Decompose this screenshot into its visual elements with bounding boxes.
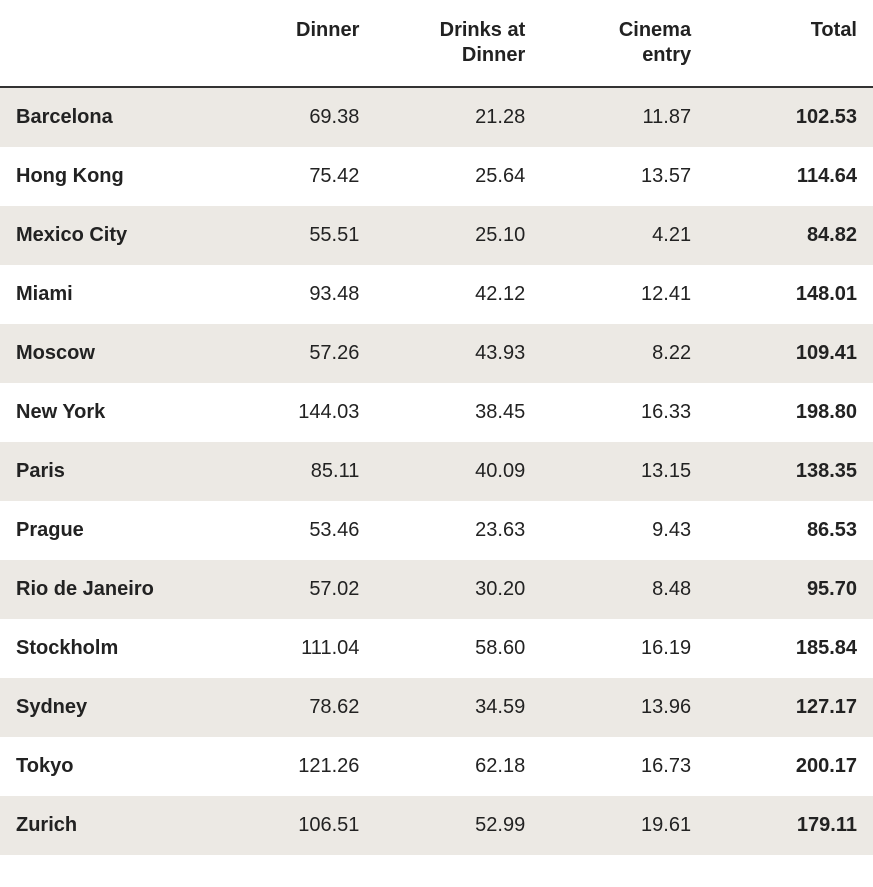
cell-total: 86.53: [707, 501, 873, 560]
cell-drinks: 34.59: [375, 678, 541, 737]
col-header-total: Total: [707, 0, 873, 87]
cell-city: Zurich: [0, 796, 210, 855]
cell-dinner: 57.02: [210, 560, 376, 619]
cell-drinks: 25.64: [375, 147, 541, 206]
cell-dinner: 69.38: [210, 87, 376, 147]
cell-total: 84.82: [707, 206, 873, 265]
cell-drinks: 52.99: [375, 796, 541, 855]
cell-dinner: 78.62: [210, 678, 376, 737]
cell-dinner: 121.26: [210, 737, 376, 796]
table-row: Sydney78.6234.5913.96127.17: [0, 678, 873, 737]
cell-city: Moscow: [0, 324, 210, 383]
cell-cinema: 8.48: [541, 560, 707, 619]
cell-total: 185.84: [707, 619, 873, 678]
cell-total: 95.70: [707, 560, 873, 619]
cell-drinks: 25.10: [375, 206, 541, 265]
city-cost-table: Dinner Drinks atDinner Cinemaentry Total…: [0, 0, 873, 855]
cell-cinema: 16.19: [541, 619, 707, 678]
table-row: Tokyo121.2662.1816.73200.17: [0, 737, 873, 796]
cell-total: 127.17: [707, 678, 873, 737]
table-body: Barcelona69.3821.2811.87102.53Hong Kong7…: [0, 87, 873, 855]
cell-drinks: 62.18: [375, 737, 541, 796]
cell-drinks: 23.63: [375, 501, 541, 560]
cell-cinema: 4.21: [541, 206, 707, 265]
cell-cinema: 16.33: [541, 383, 707, 442]
table-row: Mexico City55.5125.104.2184.82: [0, 206, 873, 265]
cell-drinks: 30.20: [375, 560, 541, 619]
cell-total: 198.80: [707, 383, 873, 442]
cell-city: Barcelona: [0, 87, 210, 147]
table-row: Miami93.4842.1212.41148.01: [0, 265, 873, 324]
table-row: Hong Kong75.4225.6413.57114.64: [0, 147, 873, 206]
cell-total: 114.64: [707, 147, 873, 206]
cell-cinema: 13.57: [541, 147, 707, 206]
cell-city: New York: [0, 383, 210, 442]
col-header-drinks: Drinks atDinner: [375, 0, 541, 87]
cell-drinks: 43.93: [375, 324, 541, 383]
cell-cinema: 9.43: [541, 501, 707, 560]
table-row: Zurich106.5152.9919.61179.11: [0, 796, 873, 855]
cell-city: Stockholm: [0, 619, 210, 678]
cell-city: Tokyo: [0, 737, 210, 796]
cell-cinema: 12.41: [541, 265, 707, 324]
cell-drinks: 38.45: [375, 383, 541, 442]
table-row: Prague53.4623.639.4386.53: [0, 501, 873, 560]
cell-city: Hong Kong: [0, 147, 210, 206]
table-row: Barcelona69.3821.2811.87102.53: [0, 87, 873, 147]
table-row: Rio de Janeiro57.0230.208.4895.70: [0, 560, 873, 619]
cell-drinks: 42.12: [375, 265, 541, 324]
cell-dinner: 106.51: [210, 796, 376, 855]
cell-cinema: 13.96: [541, 678, 707, 737]
cell-city: Mexico City: [0, 206, 210, 265]
cell-cinema: 16.73: [541, 737, 707, 796]
cell-total: 148.01: [707, 265, 873, 324]
cell-city: Rio de Janeiro: [0, 560, 210, 619]
cell-total: 102.53: [707, 87, 873, 147]
cell-cinema: 8.22: [541, 324, 707, 383]
table-row: Stockholm111.0458.6016.19185.84: [0, 619, 873, 678]
table-row: Moscow57.2643.938.22109.41: [0, 324, 873, 383]
cell-dinner: 53.46: [210, 501, 376, 560]
cell-city: Sydney: [0, 678, 210, 737]
table-header: Dinner Drinks atDinner Cinemaentry Total: [0, 0, 873, 87]
cell-drinks: 40.09: [375, 442, 541, 501]
cell-dinner: 57.26: [210, 324, 376, 383]
col-header-cinema: Cinemaentry: [541, 0, 707, 87]
cell-dinner: 93.48: [210, 265, 376, 324]
cell-dinner: 111.04: [210, 619, 376, 678]
cell-drinks: 58.60: [375, 619, 541, 678]
col-header-city: [0, 0, 210, 87]
cell-cinema: 13.15: [541, 442, 707, 501]
table-row: New York144.0338.4516.33198.80: [0, 383, 873, 442]
cell-city: Prague: [0, 501, 210, 560]
cell-total: 138.35: [707, 442, 873, 501]
cell-dinner: 55.51: [210, 206, 376, 265]
cell-dinner: 85.11: [210, 442, 376, 501]
col-header-dinner: Dinner: [210, 0, 376, 87]
cell-drinks: 21.28: [375, 87, 541, 147]
cell-dinner: 144.03: [210, 383, 376, 442]
cell-cinema: 19.61: [541, 796, 707, 855]
cell-cinema: 11.87: [541, 87, 707, 147]
cell-total: 179.11: [707, 796, 873, 855]
cell-city: Paris: [0, 442, 210, 501]
cell-city: Miami: [0, 265, 210, 324]
cell-total: 200.17: [707, 737, 873, 796]
cell-dinner: 75.42: [210, 147, 376, 206]
cell-total: 109.41: [707, 324, 873, 383]
table-row: Paris85.1140.0913.15138.35: [0, 442, 873, 501]
